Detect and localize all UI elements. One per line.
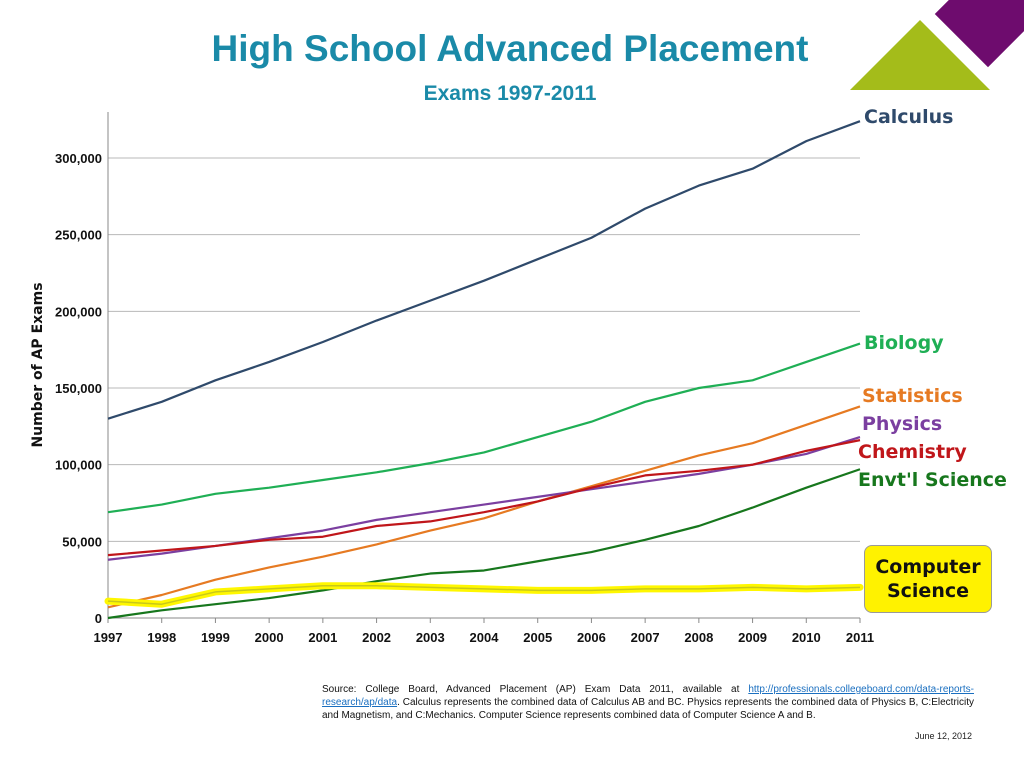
chart-title: High School Advanced Placement [211,28,809,69]
y-tick-label: 200,000 [55,304,102,319]
series-label-biology: Biology [864,332,944,354]
y-tick-label: 0 [95,611,102,626]
series-label-computer-science: Computer Science [875,556,981,602]
x-tick-label: 2000 [255,630,284,645]
series-label-envt-l-science: Envt'l Science [858,469,1007,491]
series-label-physics: Physics [862,413,943,435]
y-axis-title: Number of AP Exams [30,282,46,447]
computer-science-label-box: Computer Science [864,545,992,613]
source-text-prefix: Source: College Board, Advanced Placemen… [322,684,749,695]
x-tick-label: 2007 [631,630,660,645]
y-tick-label: 50,000 [62,534,102,549]
chart-subtitle: Exams 1997-2011 [423,82,597,105]
x-tick-label: 2011 [846,630,874,645]
source-note: Source: College Board, Advanced Placemen… [322,683,974,722]
slide-date: June 12, 2012 [914,731,972,741]
series-label-statistics: Statistics [862,385,963,407]
source-link[interactable]: http://professionals.collegeboard.com/da… [322,684,974,708]
x-tick-label: 2009 [738,630,767,645]
green-triangle [850,20,990,90]
x-tick-label: 2002 [362,630,391,645]
source-text-suffix: . Calculus represents the combined data … [322,697,974,721]
x-tick-label: 2004 [470,630,500,645]
x-tick-label: 1998 [147,630,176,645]
y-tick-label: 250,000 [55,228,102,243]
series-line-envt-l-science [107,468,861,620]
series-label-chemistry: Chemistry [858,441,967,463]
series-line-biology [107,342,861,514]
x-tick-label: 1997 [94,630,123,645]
x-tick-label: 2008 [684,630,713,645]
series-line-computer-science [107,585,861,605]
x-tick-label: 2001 [308,630,337,645]
series-line-chemistry [107,439,861,557]
x-tick-label: 2003 [416,630,445,645]
x-tick-label: 2010 [792,630,821,645]
series-label-calculus: Calculus [864,106,954,128]
y-tick-label: 150,000 [55,381,102,396]
series-line-calculus [107,120,861,420]
purple-square [929,0,1024,73]
series-line-statistics [107,405,861,609]
y-tick-label: 100,000 [55,458,102,473]
x-tick-label: 2005 [523,630,552,645]
x-tick-label: 1999 [201,630,230,645]
x-tick-label: 2006 [577,630,606,645]
y-tick-label: 300,000 [55,151,102,166]
